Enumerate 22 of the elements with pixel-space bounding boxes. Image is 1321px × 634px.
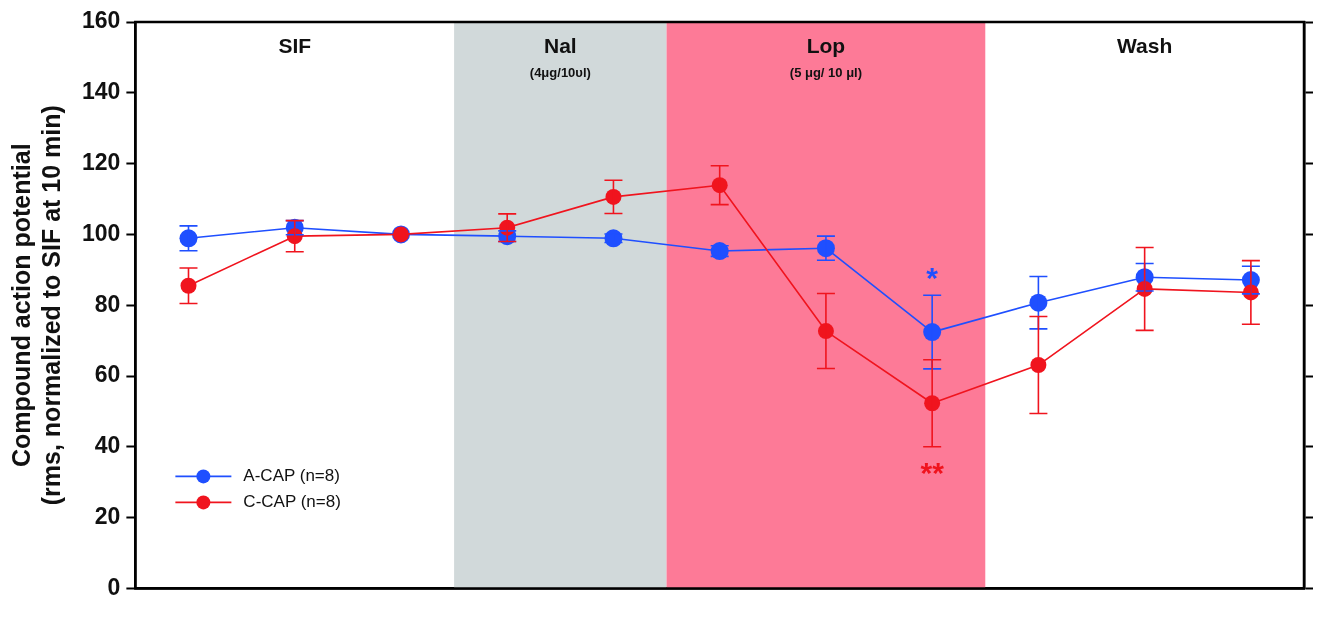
y-axis-title: Compound action potential (rms, normalized to SIF at 10 min) bbox=[6, 105, 65, 506]
annotation: ** bbox=[920, 456, 945, 490]
annotation: SIF bbox=[278, 34, 312, 58]
annotation: Wash bbox=[1117, 34, 1173, 58]
annotation: * bbox=[926, 260, 939, 294]
annotation: Nal (4μg/10υl) bbox=[529, 34, 591, 81]
point bbox=[1030, 357, 1047, 374]
y-tick-label: 140 bbox=[82, 78, 121, 105]
y-tick-label: 120 bbox=[82, 148, 121, 175]
y-tick-label: 20 bbox=[94, 502, 121, 529]
y-tick-label: 0 bbox=[107, 573, 121, 600]
y-tick-label: 60 bbox=[94, 361, 121, 388]
y-tick-label: 160 bbox=[82, 7, 121, 34]
point bbox=[605, 188, 622, 205]
legend-label: C-CAP (n=8) bbox=[243, 492, 341, 512]
point bbox=[711, 177, 728, 194]
y-tick-label: 100 bbox=[82, 219, 121, 246]
annotation: Lop (5 μg/ 10 μl) bbox=[789, 34, 863, 81]
y-tick-label: 40 bbox=[94, 432, 121, 459]
legend-label: A-CAP (n=8) bbox=[243, 466, 340, 486]
point bbox=[1029, 293, 1048, 312]
y-tick-label: 80 bbox=[94, 290, 121, 317]
